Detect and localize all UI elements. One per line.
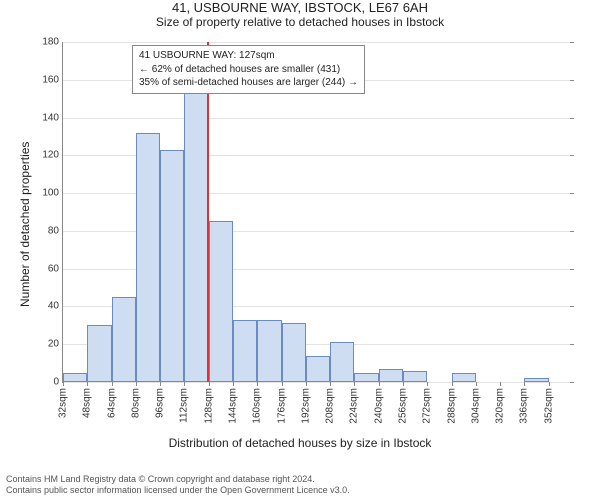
x-tick-mark <box>306 382 307 386</box>
page-subtitle: Size of property relative to detached ho… <box>0 15 600 29</box>
annotation-line: ← 62% of detached houses are smaller (43… <box>139 63 358 77</box>
x-tick-mark <box>233 382 234 386</box>
y-tick-mark <box>570 269 574 270</box>
y-tick-mark <box>570 306 574 307</box>
x-tick-label: 192sqm <box>300 388 311 424</box>
x-tick-mark <box>427 382 428 386</box>
y-tick-label: 80 <box>48 225 59 236</box>
x-tick-mark <box>184 382 185 386</box>
x-tick-label: 32sqm <box>58 388 69 418</box>
y-tick-label: 180 <box>42 37 59 48</box>
histogram-bar <box>354 373 378 382</box>
x-tick-label: 288sqm <box>446 388 457 424</box>
y-axis-label: Number of detached properties <box>18 142 32 307</box>
x-tick-label: 352sqm <box>543 388 554 424</box>
x-tick-mark <box>476 382 477 386</box>
annotation-line: 41 USBOURNE WAY: 127sqm <box>139 49 358 63</box>
x-tick-mark <box>160 382 161 386</box>
x-tick-mark <box>452 382 453 386</box>
x-axis-label: Distribution of detached houses by size … <box>0 436 600 450</box>
x-tick-mark <box>549 382 550 386</box>
y-tick-label: 0 <box>53 377 59 388</box>
footer-line: Contains public sector information licen… <box>6 485 594 496</box>
x-tick-label: 272sqm <box>422 388 433 424</box>
footer: Contains HM Land Registry data © Crown c… <box>6 474 594 497</box>
x-tick-label: 112sqm <box>179 388 190 423</box>
y-tick-label: 60 <box>48 263 59 274</box>
page-title: 41, USBOURNE WAY, IBSTOCK, LE67 6AH <box>0 0 600 15</box>
histogram-bar <box>184 93 208 382</box>
y-tick-label: 120 <box>42 150 59 161</box>
y-tick-mark <box>570 382 574 383</box>
y-tick-mark <box>570 155 574 156</box>
x-tick-label: 336sqm <box>519 388 530 424</box>
x-tick-mark <box>209 382 210 386</box>
x-tick-label: 64sqm <box>106 388 117 418</box>
x-tick-mark <box>112 382 113 386</box>
histogram-bar <box>330 342 354 382</box>
histogram-bar <box>524 378 548 382</box>
y-tick-mark <box>570 80 574 81</box>
x-tick-mark <box>354 382 355 386</box>
gridline <box>63 42 573 43</box>
y-tick-label: 140 <box>42 112 59 123</box>
x-tick-label: 240sqm <box>373 388 384 424</box>
x-tick-label: 304sqm <box>470 388 481 424</box>
gridline <box>63 118 573 119</box>
histogram-bar <box>282 323 306 382</box>
x-tick-label: 128sqm <box>203 388 214 424</box>
x-tick-label: 160sqm <box>252 388 263 424</box>
gridline <box>63 382 573 383</box>
x-tick-mark <box>257 382 258 386</box>
y-tick-mark <box>570 231 574 232</box>
x-tick-mark <box>282 382 283 386</box>
x-tick-label: 96sqm <box>155 388 166 418</box>
histogram-bar <box>452 373 476 382</box>
y-tick-mark <box>570 193 574 194</box>
x-tick-label: 320sqm <box>495 388 506 424</box>
x-tick-mark <box>379 382 380 386</box>
x-tick-label: 144sqm <box>228 388 239 424</box>
histogram-bar <box>136 133 160 382</box>
histogram-bar <box>379 369 403 382</box>
x-tick-mark <box>524 382 525 386</box>
footer-line: Contains HM Land Registry data © Crown c… <box>6 474 594 485</box>
histogram-bar <box>63 373 87 382</box>
x-tick-mark <box>500 382 501 386</box>
y-tick-mark <box>570 344 574 345</box>
histogram-bar <box>209 221 233 382</box>
x-tick-mark <box>63 382 64 386</box>
y-tick-label: 20 <box>48 339 59 350</box>
x-tick-label: 48sqm <box>82 388 93 418</box>
x-tick-mark <box>87 382 88 386</box>
y-tick-mark <box>570 118 574 119</box>
histogram-bar <box>112 297 136 382</box>
x-tick-mark <box>136 382 137 386</box>
y-tick-label: 160 <box>42 74 59 85</box>
histogram-bar <box>160 150 184 382</box>
annotation-box: 41 USBOURNE WAY: 127sqm ← 62% of detache… <box>132 45 365 94</box>
histogram-bar <box>257 320 281 382</box>
histogram-bar <box>306 356 330 382</box>
histogram-bar <box>87 325 111 382</box>
x-tick-label: 208sqm <box>325 388 336 424</box>
x-tick-label: 224sqm <box>349 388 360 424</box>
annotation-line: 35% of semi-detached houses are larger (… <box>139 76 358 90</box>
histogram-bar <box>403 371 427 382</box>
y-tick-label: 40 <box>48 301 59 312</box>
y-tick-label: 100 <box>42 188 59 199</box>
x-tick-label: 80sqm <box>130 388 141 418</box>
x-tick-label: 176sqm <box>276 388 287 424</box>
x-tick-label: 256sqm <box>398 388 409 424</box>
x-tick-mark <box>330 382 331 386</box>
x-tick-mark <box>403 382 404 386</box>
histogram-bar <box>233 320 257 382</box>
y-tick-mark <box>570 42 574 43</box>
